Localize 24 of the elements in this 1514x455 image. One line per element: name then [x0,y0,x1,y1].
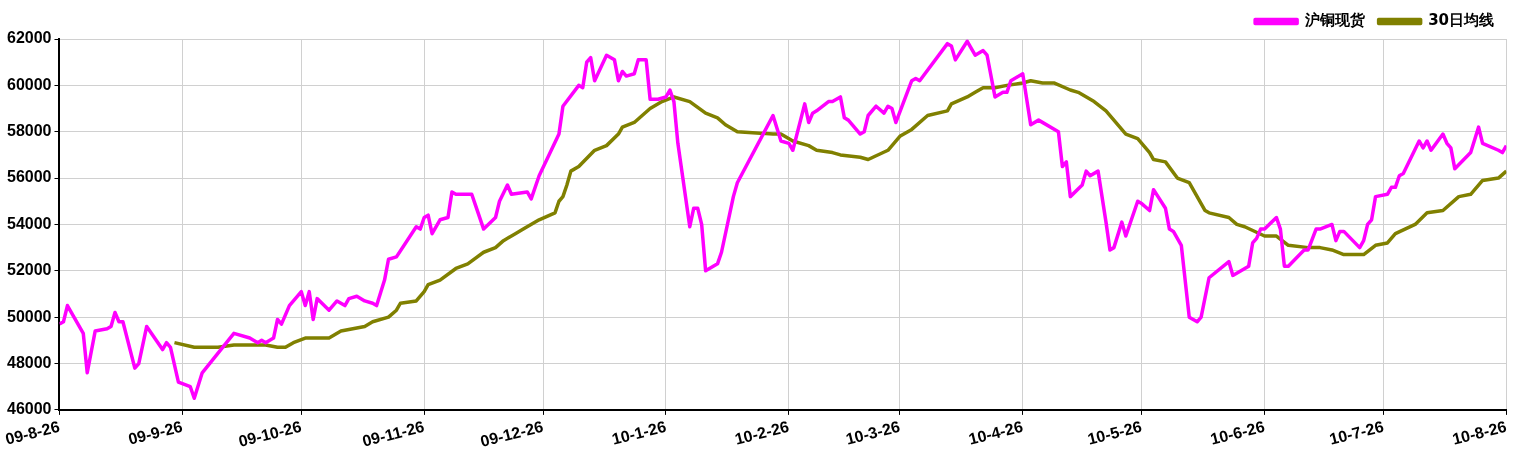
y-tick-label: 62000 [6,29,52,47]
legend-label: 沪铜现货 [1303,11,1366,30]
x-tick-label: 09-10-26 [236,417,304,450]
y-tick-label: 46000 [6,400,52,418]
x-tick-label: 10-1-26 [610,417,668,448]
x-tick-label: 10-3-26 [844,417,902,448]
x-tick-label: 10-8-26 [1450,417,1509,448]
y-tick-label: 58000 [6,122,52,140]
x-tick-label: 09-11-26 [360,417,427,450]
y-tick-label: 54000 [6,214,52,232]
y-tick-label: 52000 [6,261,52,279]
x-tick-label: 09-9-26 [126,417,185,448]
x-tick-label: 10-6-26 [1208,417,1267,448]
y-tick-label: 60000 [6,75,52,93]
y-tick-label: 48000 [6,353,52,371]
legend-label: 30日均线 [1428,11,1494,30]
x-tick-label: 09-12-26 [478,417,545,450]
x-tick-label: 10-4-26 [966,417,1025,448]
y-tick-label: 56000 [6,168,52,186]
x-tick-label: 10-7-26 [1327,417,1386,448]
y-tick-label: 50000 [6,307,52,325]
x-tick-label: 10-5-26 [1085,417,1144,448]
x-tick-label: 10-2-26 [733,417,791,448]
x-tick-label: 09-8-26 [3,417,62,448]
